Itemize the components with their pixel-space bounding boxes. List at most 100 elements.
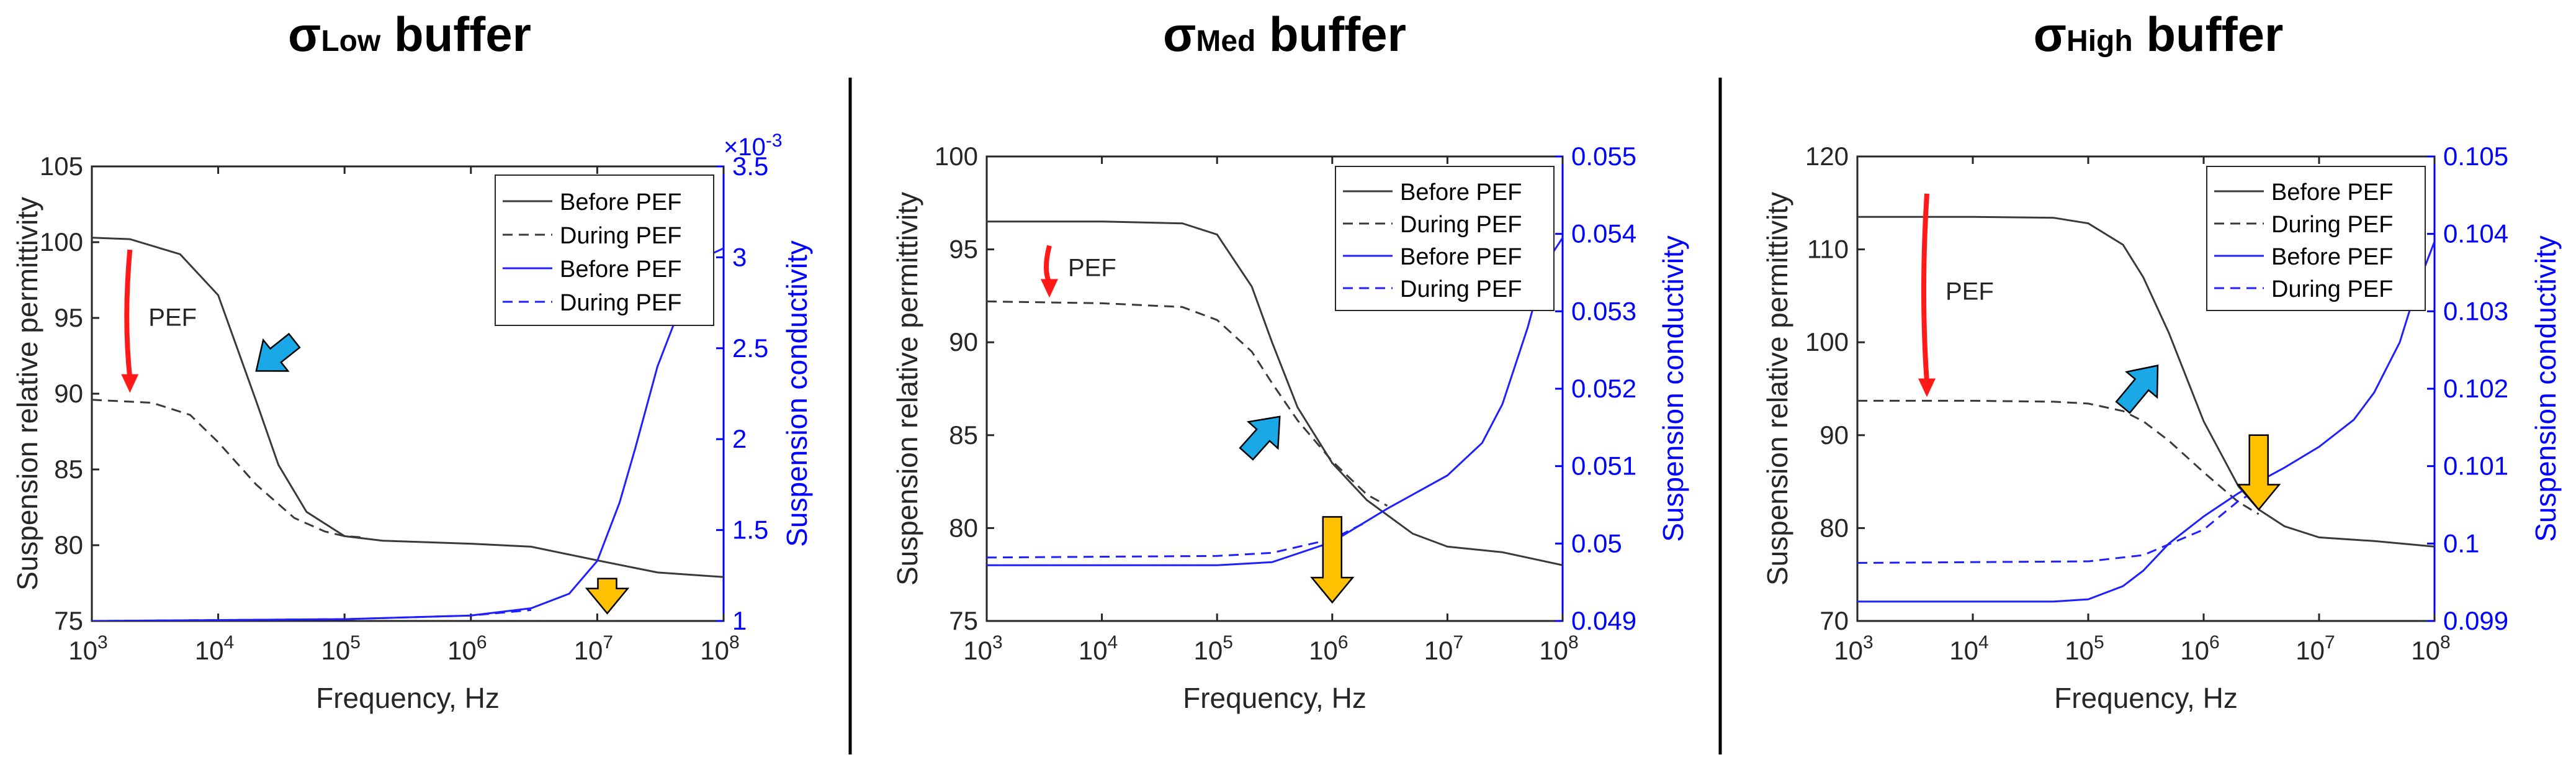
pef-arrow xyxy=(1043,245,1052,284)
legend-label: During PEF xyxy=(1400,212,1522,238)
cyan-arrow xyxy=(255,332,301,372)
y-tick-label: 95 xyxy=(54,303,83,332)
x-axis-label: Frequency, Hz xyxy=(316,682,500,714)
y2-tick-label: 0.055 xyxy=(1571,142,1636,171)
legend-label: Before PEF xyxy=(1400,179,1522,206)
x-ticks: 103 104 105 106 107 108 xyxy=(68,166,740,665)
y-tick-label: 100 xyxy=(1805,327,1849,356)
x-ticks: 103 104 105 106 107 108 xyxy=(1834,156,2451,665)
y-tick-label: 100 xyxy=(40,227,83,256)
y2-tick-label: 0.102 xyxy=(2443,374,2508,403)
permittivity-during-line xyxy=(1857,399,2260,515)
y2-tick-label: 3.5 xyxy=(732,152,768,181)
x-tick-label: 108 xyxy=(700,632,739,665)
permittivity-before-line xyxy=(1857,215,2435,548)
legend-label: During PEF xyxy=(1400,276,1522,302)
x-tick-label: 103 xyxy=(1834,632,1873,665)
x-tick-label: 108 xyxy=(1539,632,1578,665)
y-tick-label: 80 xyxy=(1820,513,1849,542)
x-tick-label: 107 xyxy=(1424,632,1463,665)
y-tick-label: 85 xyxy=(54,455,83,484)
legend-label: Before PEF xyxy=(560,256,681,283)
y-tick-label: 85 xyxy=(949,420,978,450)
y2-tick-label: 0.054 xyxy=(1571,219,1636,248)
y2-axis-label: Suspension conductivity xyxy=(2529,235,2562,542)
pef-label: PEF xyxy=(148,304,197,331)
legend-box xyxy=(495,174,714,326)
y-tick-label: 100 xyxy=(935,142,978,171)
y2-tick-label: 2.5 xyxy=(732,333,768,363)
y2-axis-label: Suspension conductivity xyxy=(781,240,813,547)
x-tick-label: 104 xyxy=(195,632,234,665)
pef-arrow-head xyxy=(121,374,139,393)
y2-tick-label: 0.101 xyxy=(2443,451,2508,481)
legend-label: Before PEF xyxy=(2271,179,2393,206)
x-axis-label: Frequency, Hz xyxy=(1183,682,1367,714)
x-tick-label: 104 xyxy=(1079,632,1118,665)
y2-tick-label: 0.051 xyxy=(1571,451,1636,481)
y-tick-label: 90 xyxy=(54,379,83,408)
yellow-arrow xyxy=(1310,516,1355,604)
x-tick-label: 105 xyxy=(321,632,360,665)
conductivity-during-line xyxy=(987,521,1368,559)
pef-arrow-head xyxy=(1918,378,1936,397)
cyan-arrow xyxy=(2115,365,2159,414)
y-axis-label: Suspension relative permittivity xyxy=(11,197,43,591)
y2-tick-label: 0.105 xyxy=(2443,142,2508,171)
y2-tick-label: 0.099 xyxy=(2443,606,2508,635)
x-tick-label: 103 xyxy=(963,632,1002,665)
annotations: PEF xyxy=(1918,193,2281,511)
permittivity-before-line xyxy=(92,237,724,578)
legend-label: Before PEF xyxy=(2271,244,2393,270)
y-ticks-right: 1 1.5 2 2.5 3 3.5 xyxy=(716,152,768,635)
pef-arrow-head xyxy=(1040,279,1058,298)
y-tick-label: 110 xyxy=(1807,235,1849,264)
panel-high: σHigh buffer 70 80 90 100 110 120 0.099 0.1 0.1… xyxy=(1761,7,2562,714)
y-tick-label: 120 xyxy=(1805,142,1849,171)
y-tick-label: 95 xyxy=(949,235,978,264)
y-ticks-left: 75 80 85 90 95 100 xyxy=(935,142,994,635)
y2-tick-label: 1 xyxy=(732,606,747,635)
legend: Before PEF During PEF Before PEF During … xyxy=(495,174,714,326)
legend-label: During PEF xyxy=(2271,212,2393,238)
annotations: PEF xyxy=(121,249,630,615)
annotations: PEF xyxy=(1040,245,1355,604)
y2-tick-label: 0.049 xyxy=(1571,606,1636,635)
legend-label: Before PEF xyxy=(560,189,681,215)
panel-title: σMed buffer xyxy=(1163,7,1406,61)
y-tick-label: 75 xyxy=(54,606,83,635)
legend-label: Before PEF xyxy=(1400,244,1522,270)
panel-title: σLow buffer xyxy=(288,7,531,61)
conductivity-during-line xyxy=(92,609,532,621)
y2-tick-label: 0.05 xyxy=(1571,528,1622,558)
y2-tick-label: 0.053 xyxy=(1571,296,1636,325)
x-tick-label: 107 xyxy=(574,632,613,665)
y2-tick-label: 3 xyxy=(732,242,747,271)
y2-axis-label: Suspension conductivity xyxy=(1657,235,1689,542)
y-tick-label: 80 xyxy=(949,513,978,542)
x-tick-label: 106 xyxy=(2180,632,2219,665)
legend-label: During PEF xyxy=(560,290,681,316)
panel-med: σMed buffer 75 80 85 90 95 100 0.049 0.05 0.051… xyxy=(891,7,1689,714)
y-ticks-right: 0.099 0.1 0.101 0.102 0.103 0.104 0.105 xyxy=(2427,142,2508,635)
y2-tick-label: 0.052 xyxy=(1571,374,1636,403)
pef-arrow xyxy=(124,249,133,379)
y2-tick-label: 2 xyxy=(732,424,747,453)
panel-low: σLow buffer 75 80 85 90 95 100 105 1 1.5 2 2.5 3 3.… xyxy=(11,7,813,714)
y-ticks-left: 70 80 90 100 110 120 xyxy=(1805,142,1865,635)
panel-title: σHigh buffer xyxy=(2034,7,2284,61)
legend: Before PEF During PEF Before PEF During … xyxy=(2206,166,2426,311)
y2-tick-label: 0.103 xyxy=(2443,296,2508,325)
pef-arrow xyxy=(1921,193,1929,383)
y2-tick-label: 0.104 xyxy=(2443,219,2508,248)
x-ticks: 103 104 105 106 107 108 xyxy=(963,156,1579,665)
legend: Before PEF During PEF Before PEF During … xyxy=(1335,166,1555,311)
x-tick-label: 108 xyxy=(2411,632,2450,665)
y-ticks-left: 75 80 85 90 95 100 105 xyxy=(40,152,99,635)
y-tick-label: 70 xyxy=(1820,606,1849,635)
x-tick-label: 107 xyxy=(2296,632,2335,665)
legend-label: During PEF xyxy=(560,223,681,249)
x-tick-label: 103 xyxy=(68,632,107,665)
y-axis-label: Suspension relative permittivity xyxy=(891,192,923,586)
